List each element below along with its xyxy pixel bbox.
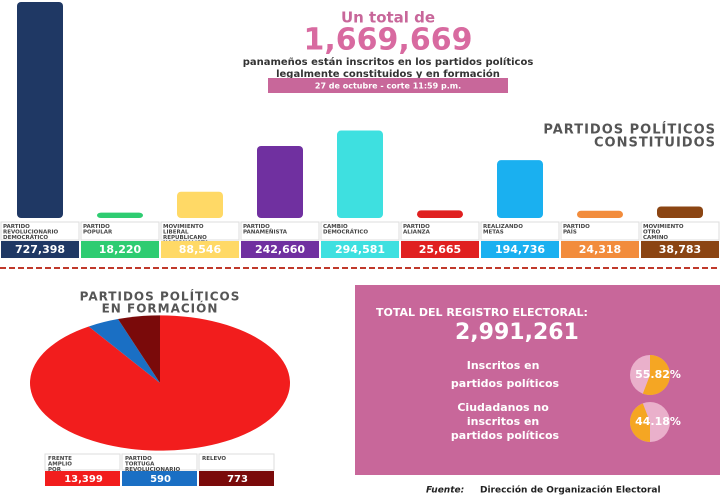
label-box bbox=[640, 221, 720, 241]
bar bbox=[17, 2, 63, 218]
label-box bbox=[0, 221, 80, 241]
label-box bbox=[160, 221, 240, 241]
pie-slice bbox=[29, 315, 290, 451]
value-label: 727,398 bbox=[15, 243, 65, 256]
label-box bbox=[560, 221, 640, 241]
legend-label: PARTIDO TORTUGA REVOLUCIONARIO bbox=[125, 456, 181, 473]
chart-title: PARTIDOS POLÍTICOS bbox=[80, 289, 241, 304]
row-label: Ciudadanos no inscritos en partidos polí… bbox=[451, 401, 560, 442]
bar bbox=[577, 210, 623, 218]
date: 27 de octubre - corte 11:59 p.m. bbox=[315, 82, 461, 91]
chart-title: EN FORMACIÓN bbox=[102, 301, 219, 316]
value-label: 38,783 bbox=[659, 243, 701, 256]
category-label: CAMBIO DEMOCRÁTICO bbox=[323, 224, 368, 236]
bar bbox=[257, 145, 303, 218]
value-label: 25,665 bbox=[419, 243, 461, 256]
bar bbox=[177, 191, 223, 218]
legend-value-box bbox=[45, 471, 120, 486]
label-box bbox=[80, 221, 160, 241]
value-box bbox=[321, 241, 399, 258]
category-label: PARTIDO PAÍS bbox=[563, 224, 592, 236]
category-label: PARTIDO REVOLUCIONARIO DEMOCRÁTICO bbox=[3, 224, 60, 241]
pie-slice bbox=[88, 319, 160, 383]
intro-text: panameños están inscritos en los partido… bbox=[243, 56, 534, 68]
value-box bbox=[161, 241, 239, 258]
category-label: PARTIDO PANAMEÑISTA bbox=[243, 224, 288, 236]
label-box bbox=[240, 221, 320, 241]
row-label: Inscritos en partidos políticos bbox=[451, 359, 560, 390]
date-box bbox=[268, 78, 508, 93]
total: 1,669,669 bbox=[304, 23, 473, 58]
value-label: 242,660 bbox=[255, 243, 305, 256]
bar bbox=[497, 160, 543, 218]
value-box bbox=[641, 241, 719, 258]
percent-label: 44.18% bbox=[635, 415, 681, 428]
percent-slice bbox=[642, 355, 670, 395]
value-label: 194,736 bbox=[495, 243, 545, 256]
category-label: PARTIDO ALIANZA bbox=[403, 224, 432, 236]
legend-value-box bbox=[122, 471, 197, 486]
category-label: PARTIDO POPULAR bbox=[83, 224, 113, 236]
intro: Un total de bbox=[341, 9, 435, 27]
percent-slice bbox=[630, 403, 650, 442]
legend-label-box bbox=[44, 453, 121, 471]
legend-value: 13,399 bbox=[64, 474, 103, 485]
legend-label-box bbox=[198, 453, 275, 471]
bar bbox=[337, 130, 383, 218]
percent-label: 55.82% bbox=[635, 368, 681, 381]
bar bbox=[417, 210, 463, 218]
value-box bbox=[561, 241, 639, 258]
legend-value-box bbox=[199, 471, 274, 486]
value-label: 24,318 bbox=[579, 243, 621, 256]
pie-slice bbox=[117, 315, 160, 383]
legend-value: 590 bbox=[150, 474, 171, 485]
bar bbox=[657, 206, 703, 218]
value-box bbox=[481, 241, 559, 258]
pie bbox=[29, 315, 290, 451]
label-box bbox=[480, 221, 560, 241]
chart-title: CONSTITUIDOS bbox=[594, 136, 716, 151]
value-box bbox=[241, 241, 319, 258]
source: Dirección de Organización Electoral bbox=[480, 485, 661, 496]
value-label: 88,546 bbox=[179, 243, 222, 256]
label-box bbox=[400, 221, 480, 241]
label-box bbox=[320, 221, 400, 241]
category-label: REALIZANDO METAS bbox=[483, 224, 525, 236]
legend-label: RELEVO bbox=[202, 456, 226, 462]
value-label: 294,581 bbox=[335, 243, 385, 256]
legend-label-box bbox=[121, 453, 198, 471]
value-label: 18,220 bbox=[99, 243, 142, 256]
value-box bbox=[81, 241, 159, 258]
value-box bbox=[1, 241, 79, 258]
legend-value: 773 bbox=[227, 474, 248, 485]
chart-title: PARTIDOS POLÍTICOS bbox=[543, 122, 716, 138]
value-box bbox=[401, 241, 479, 258]
source-label: Fuente: bbox=[426, 486, 464, 496]
intro-text: legalmente constituidos y en formación bbox=[276, 68, 500, 80]
bar bbox=[97, 212, 143, 218]
category-label: MOVIMIENTO OTRO CAMINO bbox=[643, 224, 686, 241]
panel-title: TOTAL DEL REGISTRO ELECTORAL: bbox=[376, 306, 588, 319]
panel-total: 2,991,261 bbox=[455, 320, 579, 345]
